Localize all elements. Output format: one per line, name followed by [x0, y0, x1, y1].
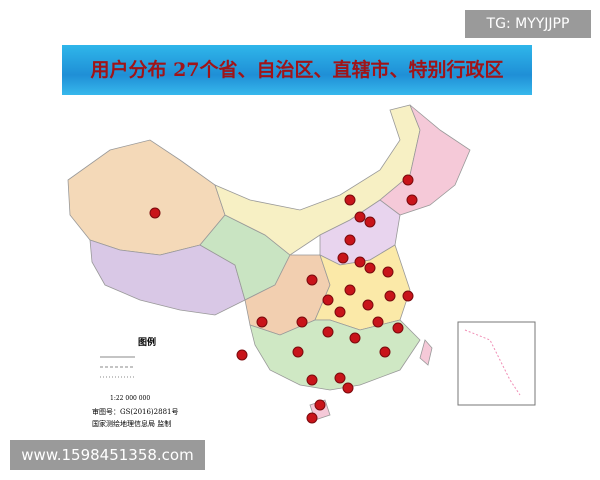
- watermark: www.1598451358.com: [10, 440, 205, 470]
- user-dot: [306, 412, 318, 424]
- user-dot: [334, 372, 346, 384]
- northeast: [379, 104, 471, 216]
- user-dot: [364, 262, 376, 274]
- user-dot: [306, 374, 318, 386]
- title: 用户分布 27个省、自治区、直辖市、特别行政区: [90, 59, 504, 81]
- user-dots: [149, 174, 418, 424]
- user-dot: [334, 306, 346, 318]
- user-dot: [392, 322, 404, 334]
- user-dot: [337, 252, 349, 264]
- inset-border: [464, 329, 521, 396]
- user-dot: [382, 266, 394, 278]
- user-dot: [342, 382, 354, 394]
- legend-title: 图例: [138, 336, 156, 348]
- user-dot: [322, 294, 334, 306]
- legend: 图例 1:22 000 000 审图号：GS(2016)2881号 国家测绘地理…: [92, 336, 178, 428]
- title-banner: 用户分布 27个省、自治区、直辖市、特别行政区: [62, 45, 532, 95]
- south: [249, 319, 421, 391]
- badge: TG: MYYJJPP: [465, 10, 591, 38]
- user-dot: [402, 174, 414, 186]
- user-dot: [306, 274, 318, 286]
- scale: 1:22 000 000: [110, 395, 150, 402]
- user-dot: [402, 290, 414, 302]
- tibet: [89, 239, 246, 316]
- inset-frame: [457, 321, 536, 406]
- approval: 审图号：GS(2016)2881号: [92, 407, 178, 416]
- china-outline: [67, 104, 471, 421]
- map: 图例 1:22 000 000 审图号：GS(2016)2881号 国家测绘地理…: [67, 104, 536, 428]
- user-dot: [406, 194, 418, 206]
- user-dot: [344, 284, 356, 296]
- user-dot: [236, 349, 248, 361]
- user-dot: [296, 316, 308, 328]
- user-dot: [256, 316, 268, 328]
- user-dot: [314, 399, 326, 411]
- taiwan: [419, 339, 433, 366]
- issuer: 国家测绘地理信息局 监制: [92, 419, 171, 428]
- user-dot: [344, 234, 356, 246]
- user-dot: [379, 346, 391, 358]
- user-dot: [292, 346, 304, 358]
- inset: [457, 321, 536, 406]
- user-dot: [362, 299, 374, 311]
- user-dot: [322, 326, 334, 338]
- user-dot: [354, 211, 366, 223]
- user-dot: [384, 290, 396, 302]
- user-dot: [344, 194, 356, 206]
- user-dot: [372, 316, 384, 328]
- user-dot: [364, 216, 376, 228]
- user-dot: [149, 207, 161, 219]
- xinjiang: [67, 139, 226, 256]
- user-dot: [354, 256, 366, 268]
- user-dot: [349, 332, 361, 344]
